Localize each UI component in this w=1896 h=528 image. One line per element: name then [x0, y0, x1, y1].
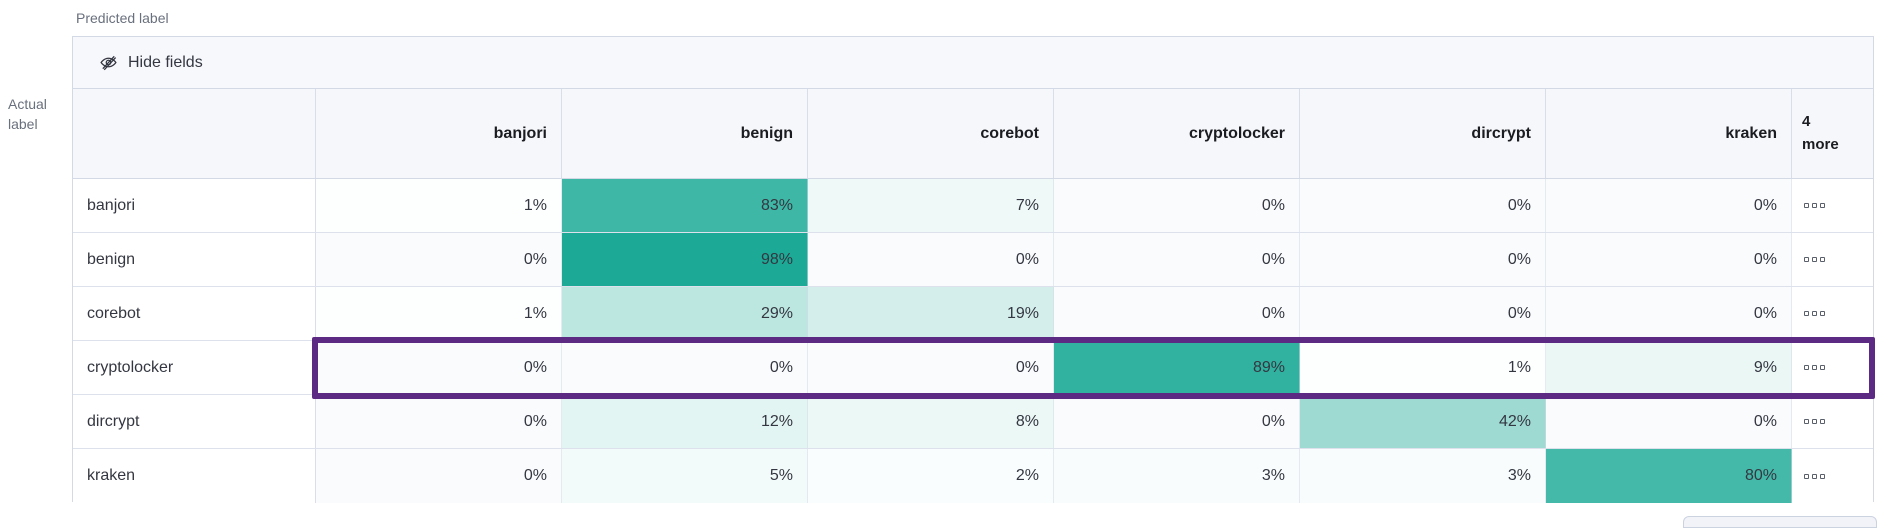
matrix-cell-dircrypt-benign[interactable]: 12%	[562, 395, 808, 448]
matrix-cell-benign-dircrypt[interactable]: 0%	[1300, 233, 1546, 286]
matrix-cell-benign-cryptolocker[interactable]: 0%	[1054, 233, 1300, 286]
row-label-kraken[interactable]: kraken	[73, 449, 316, 503]
hide-fields-label: Hide fields	[128, 53, 203, 71]
matrix-cell-cryptolocker-dircrypt[interactable]: 1%	[1300, 341, 1546, 394]
matrix-cell-corebot-cryptolocker[interactable]: 0%	[1054, 287, 1300, 340]
boxes-horizontal-icon	[1804, 473, 1825, 479]
matrix-cell-dircrypt-dircrypt[interactable]: 42%	[1300, 395, 1546, 448]
matrix-cell-corebot-kraken[interactable]: 0%	[1546, 287, 1792, 340]
matrix-cell-kraken-benign[interactable]: 5%	[562, 449, 808, 503]
matrix-cell-banjori-corebot[interactable]: 7%	[808, 179, 1054, 232]
predicted-label: Predicted label	[76, 10, 169, 26]
matrix-cell-banjori-kraken[interactable]: 0%	[1546, 179, 1792, 232]
header-cell-corebot[interactable]: corebot	[808, 89, 1054, 178]
grid-toolbar: Hide fields	[73, 37, 1873, 89]
row-actions-corebot[interactable]	[1792, 287, 1873, 340]
row-actions-kraken[interactable]	[1792, 449, 1873, 503]
more-count: 4 more	[1802, 113, 1839, 153]
boxes-horizontal-icon	[1804, 257, 1825, 262]
matrix-cell-benign-banjori[interactable]: 0%	[316, 233, 562, 286]
matrix-cell-kraken-cryptolocker[interactable]: 3%	[1054, 449, 1300, 503]
matrix-cell-cryptolocker-kraken[interactable]: 9%	[1546, 341, 1792, 394]
row-label-corebot[interactable]: corebot	[73, 287, 316, 340]
matrix-cell-banjori-banjori[interactable]: 1%	[316, 179, 562, 232]
hide-fields-button[interactable]: Hide fields	[99, 53, 203, 72]
grid-body: banjori 1% 83% 7% 0% 0% 0% benign 0% 98% 0% 0% 0% 0% c…	[73, 179, 1873, 503]
header-cell-kraken[interactable]: kraken	[1546, 89, 1792, 178]
row-label-banjori[interactable]: banjori	[73, 179, 316, 232]
eye-closed-icon	[99, 53, 118, 72]
matrix-cell-dircrypt-corebot[interactable]: 8%	[808, 395, 1054, 448]
confusion-matrix-grid: Hide fields banjori benign corebot cryptolo…	[72, 36, 1875, 503]
matrix-cell-banjori-benign[interactable]: 83%	[562, 179, 808, 232]
matrix-cell-benign-benign[interactable]: 98%	[562, 233, 808, 286]
matrix-cell-corebot-benign[interactable]: 29%	[562, 287, 808, 340]
header-row: banjori benign corebot cryptolocker dircrypt…	[73, 89, 1873, 179]
matrix-cell-corebot-corebot[interactable]: 19%	[808, 287, 1054, 340]
row-actions-banjori[interactable]	[1792, 179, 1873, 232]
matrix-cell-cryptolocker-banjori[interactable]: 0%	[316, 341, 562, 394]
boxes-horizontal-icon	[1804, 203, 1825, 208]
table-row-cryptolocker: cryptolocker 0% 0% 0% 89% 1% 9%	[73, 341, 1873, 395]
boxes-horizontal-icon	[1804, 311, 1825, 316]
header-cell-rowlabels	[73, 89, 316, 178]
matrix-cell-kraken-corebot[interactable]: 2%	[808, 449, 1054, 503]
matrix-cell-corebot-dircrypt[interactable]: 0%	[1300, 287, 1546, 340]
table-row-dircrypt: dircrypt 0% 12% 8% 0% 42% 0%	[73, 395, 1873, 449]
row-label-dircrypt[interactable]: dircrypt	[73, 395, 316, 448]
matrix-cell-dircrypt-kraken[interactable]: 0%	[1546, 395, 1792, 448]
matrix-cell-kraken-kraken[interactable]: 80%	[1546, 449, 1792, 503]
actual-label: Actual label	[8, 94, 62, 135]
matrix-cell-banjori-dircrypt[interactable]: 0%	[1300, 179, 1546, 232]
row-label-benign[interactable]: benign	[73, 233, 316, 286]
matrix-cell-dircrypt-banjori[interactable]: 0%	[316, 395, 562, 448]
matrix-cell-benign-kraken[interactable]: 0%	[1546, 233, 1792, 286]
matrix-cell-dircrypt-cryptolocker[interactable]: 0%	[1054, 395, 1300, 448]
table-row-kraken: kraken 0% 5% 2% 3% 3% 80%	[73, 449, 1873, 503]
matrix-cell-corebot-banjori[interactable]: 1%	[316, 287, 562, 340]
matrix-cell-banjori-cryptolocker[interactable]: 0%	[1054, 179, 1300, 232]
boxes-horizontal-icon	[1804, 365, 1825, 370]
header-cell-dircrypt[interactable]: dircrypt	[1300, 89, 1546, 178]
row-actions-benign[interactable]	[1792, 233, 1873, 286]
actual-label-line2: label	[8, 116, 38, 133]
header-cell-cryptolocker[interactable]: cryptolocker	[1054, 89, 1300, 178]
matrix-cell-kraken-banjori[interactable]: 0%	[316, 449, 562, 503]
table-row-corebot: corebot 1% 29% 19% 0% 0% 0%	[73, 287, 1873, 341]
table-row-banjori: banjori 1% 83% 7% 0% 0% 0%	[73, 179, 1873, 233]
header-cell-banjori[interactable]: banjori	[316, 89, 562, 178]
table-row-benign: benign 0% 98% 0% 0% 0% 0%	[73, 233, 1873, 287]
matrix-cell-kraken-dircrypt[interactable]: 3%	[1300, 449, 1546, 503]
row-label-cryptolocker[interactable]: cryptolocker	[73, 341, 316, 394]
header-cell-benign[interactable]: benign	[562, 89, 808, 178]
row-actions-dircrypt[interactable]	[1792, 395, 1873, 448]
header-cell-more[interactable]: 4 more	[1792, 89, 1873, 178]
actual-label-line1: Actual	[8, 96, 47, 112]
matrix-cell-benign-corebot[interactable]: 0%	[808, 233, 1054, 286]
row-actions-cryptolocker[interactable]	[1792, 341, 1873, 394]
bottom-panel-edge	[1683, 516, 1877, 528]
matrix-cell-cryptolocker-corebot[interactable]: 0%	[808, 341, 1054, 394]
matrix-cell-cryptolocker-benign[interactable]: 0%	[562, 341, 808, 394]
boxes-horizontal-icon	[1804, 419, 1825, 424]
matrix-cell-cryptolocker-cryptolocker[interactable]: 89%	[1054, 341, 1300, 394]
